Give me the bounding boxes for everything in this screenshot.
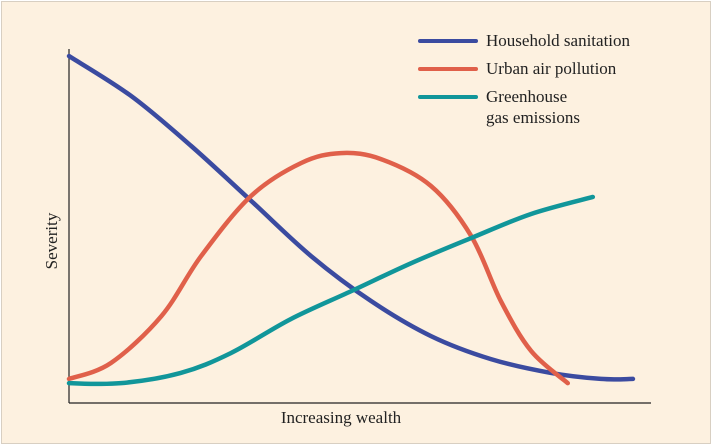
legend-label: Urban air pollution bbox=[486, 59, 617, 78]
series-line bbox=[66, 194, 596, 387]
legend-item: Household sanitation bbox=[418, 30, 630, 51]
legend-swatch bbox=[418, 67, 478, 71]
legend-swatch bbox=[418, 39, 478, 43]
legend: Household sanitation Urban air pollution G… bbox=[418, 30, 630, 135]
y-axis-label: Severity bbox=[42, 212, 61, 269]
legend-label: Household sanitation bbox=[486, 31, 631, 50]
legend-swatch bbox=[418, 95, 478, 99]
legend-item: Urban air pollution bbox=[418, 58, 630, 79]
legend-label: Greenhouse gas emissions bbox=[486, 87, 580, 127]
legend-item: Greenhouse gas emissions bbox=[418, 86, 630, 128]
x-axis-label: Increasing wealth bbox=[281, 408, 402, 427]
series-line bbox=[66, 150, 571, 386]
